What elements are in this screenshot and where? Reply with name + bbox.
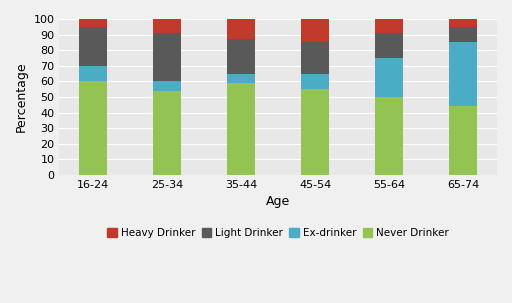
Bar — [375, 97, 403, 175]
Bar — [79, 19, 108, 27]
Bar — [227, 39, 255, 74]
Bar — [227, 83, 255, 175]
Bar — [153, 33, 181, 82]
Bar — [227, 19, 255, 39]
Legend: Heavy Drinker, Light Drinker, Ex-drinker, Never Drinker: Heavy Drinker, Light Drinker, Ex-drinker… — [103, 224, 453, 242]
Bar — [449, 19, 477, 27]
Bar — [375, 58, 403, 97]
Bar — [227, 74, 255, 83]
Bar — [301, 74, 329, 89]
Bar — [449, 42, 477, 106]
Bar — [301, 42, 329, 74]
Bar — [449, 27, 477, 42]
Bar — [79, 66, 108, 82]
Bar — [153, 91, 181, 175]
Bar — [153, 19, 181, 33]
Bar — [375, 33, 403, 58]
Y-axis label: Percentage: Percentage — [15, 62, 28, 132]
X-axis label: Age: Age — [266, 195, 290, 208]
Bar — [153, 82, 181, 91]
Bar — [449, 106, 477, 175]
Bar — [301, 19, 329, 42]
Bar — [301, 89, 329, 175]
Bar — [375, 19, 403, 33]
Bar — [79, 82, 108, 175]
Bar — [79, 27, 108, 66]
